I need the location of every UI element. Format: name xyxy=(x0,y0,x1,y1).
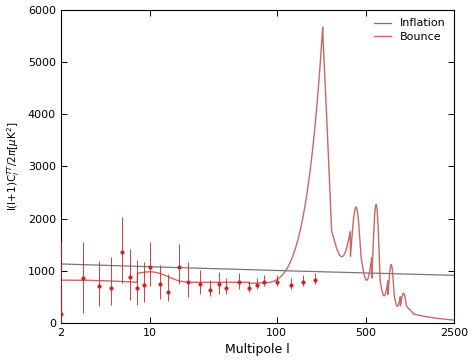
X-axis label: Multipole l: Multipole l xyxy=(225,344,290,357)
Inflation xyxy=(245,268,251,272)
Y-axis label: l(l+1)C$_l^{TT}$/2$\pi$[$\mu$K$^2$]: l(l+1)C$_l^{TT}$/2$\pi$[$\mu$K$^2$] xyxy=(6,122,22,211)
Bounce xyxy=(320,25,326,29)
Bounce xyxy=(368,261,374,265)
Inflation xyxy=(452,273,457,278)
Bounce xyxy=(78,278,84,282)
Inflation xyxy=(58,262,64,266)
Inflation xyxy=(292,269,298,273)
Legend: Inflation, Bounce: Inflation, Bounce xyxy=(371,15,449,45)
Bounce xyxy=(58,278,64,282)
Bounce xyxy=(440,317,446,321)
Inflation xyxy=(442,273,448,277)
Inflation xyxy=(271,268,277,273)
Bounce xyxy=(239,280,245,285)
Line: Inflation: Inflation xyxy=(61,264,455,275)
Line: Bounce: Bounce xyxy=(61,27,455,320)
Inflation xyxy=(247,268,253,272)
Bounce xyxy=(452,318,457,322)
Bounce xyxy=(249,281,255,285)
Inflation xyxy=(381,271,386,275)
Bounce xyxy=(440,317,446,321)
